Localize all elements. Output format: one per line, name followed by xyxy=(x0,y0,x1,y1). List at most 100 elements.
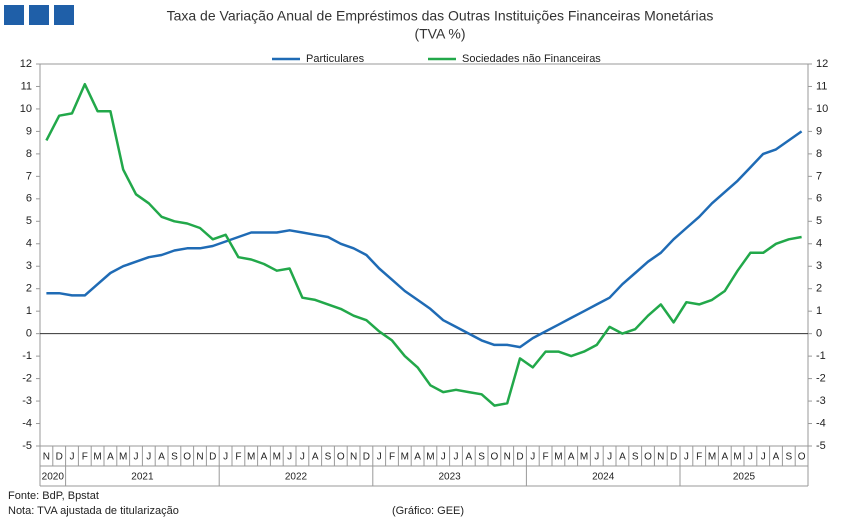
y-tick-label: 10 xyxy=(20,103,32,115)
x-tick-label: D xyxy=(56,452,63,463)
y2-tick-label: 3 xyxy=(816,260,822,272)
x-tick-label: M xyxy=(733,452,741,463)
x-tick-label: O xyxy=(491,452,499,463)
y2-tick-label: 4 xyxy=(816,238,822,250)
x-tick-label: N xyxy=(657,452,664,463)
x-tick-label: S xyxy=(632,452,639,463)
x-tick-label: S xyxy=(785,452,792,463)
x-tick-label: M xyxy=(119,452,127,463)
x-tick-label: J xyxy=(684,452,689,463)
y-tick-label: 5 xyxy=(26,215,32,227)
x-tick-label: J xyxy=(134,452,139,463)
legend-label: Sociedades não Financeiras xyxy=(462,53,601,65)
year-label: 2023 xyxy=(438,472,461,483)
y2-tick-label: -1 xyxy=(816,350,826,362)
y-tick-label: 0 xyxy=(26,328,32,340)
x-tick-label: S xyxy=(478,452,485,463)
y2-tick-label: -5 xyxy=(816,440,826,452)
x-tick-label: F xyxy=(543,452,549,463)
y-tick-label: 1 xyxy=(26,305,32,317)
y-tick-label: 2 xyxy=(26,283,32,295)
chart-title: Taxa de Variação Anual de Empréstimos da… xyxy=(167,8,714,24)
logo-square xyxy=(4,5,24,25)
y-tick-label: -4 xyxy=(22,417,32,429)
x-tick-label: F xyxy=(696,452,702,463)
y2-tick-label: -4 xyxy=(816,417,826,429)
x-tick-label: J xyxy=(377,452,382,463)
x-tick-label: A xyxy=(261,452,268,463)
x-tick-label: A xyxy=(158,452,165,463)
x-tick-label: A xyxy=(721,452,728,463)
y2-tick-label: 8 xyxy=(816,148,822,160)
x-tick-label: S xyxy=(171,452,178,463)
x-tick-label: N xyxy=(504,452,511,463)
y2-tick-label: 6 xyxy=(816,193,822,205)
x-tick-label: J xyxy=(287,452,292,463)
x-tick-label: M xyxy=(580,452,588,463)
credit: (Gráfico: GEE) xyxy=(392,505,464,517)
chart-subtitle: (TVA %) xyxy=(414,26,465,42)
note: Nota: TVA ajustada de titularização xyxy=(8,505,179,517)
x-tick-label: J xyxy=(223,452,228,463)
legend-label: Particulares xyxy=(306,53,365,65)
x-tick-label: J xyxy=(300,452,305,463)
y2-tick-label: 1 xyxy=(816,305,822,317)
y-tick-label: 12 xyxy=(20,58,32,70)
x-tick-label: J xyxy=(454,452,459,463)
x-tick-label: N xyxy=(196,452,203,463)
year-label: 2025 xyxy=(733,472,756,483)
x-tick-label: A xyxy=(773,452,780,463)
y2-tick-label: 2 xyxy=(816,283,822,295)
y2-tick-label: -3 xyxy=(816,395,826,407)
x-tick-label: J xyxy=(594,452,599,463)
x-tick-label: F xyxy=(82,452,88,463)
x-tick-label: M xyxy=(708,452,716,463)
x-tick-label: O xyxy=(183,452,191,463)
x-tick-label: D xyxy=(516,452,523,463)
x-tick-label: M xyxy=(426,452,434,463)
x-tick-label: O xyxy=(644,452,652,463)
year-label: 2022 xyxy=(285,472,308,483)
x-tick-label: F xyxy=(389,452,395,463)
x-tick-label: J xyxy=(530,452,535,463)
x-tick-label: A xyxy=(465,452,472,463)
x-tick-label: J xyxy=(146,452,151,463)
y2-tick-label: 0 xyxy=(816,328,822,340)
x-tick-label: D xyxy=(670,452,677,463)
y2-tick-label: -2 xyxy=(816,372,826,384)
y-tick-label: -1 xyxy=(22,350,32,362)
y-tick-label: 6 xyxy=(26,193,32,205)
x-tick-label: O xyxy=(337,452,345,463)
x-tick-label: M xyxy=(401,452,409,463)
y-tick-label: -3 xyxy=(22,395,32,407)
y2-tick-label: 10 xyxy=(816,103,828,115)
x-tick-label: A xyxy=(107,452,114,463)
x-tick-label: A xyxy=(619,452,626,463)
x-tick-label: D xyxy=(209,452,216,463)
y-tick-label: 11 xyxy=(21,80,32,92)
x-tick-label: N xyxy=(43,452,50,463)
y-tick-label: -2 xyxy=(22,372,32,384)
x-tick-label: A xyxy=(414,452,421,463)
y-tick-label: -5 xyxy=(22,440,32,452)
x-tick-label: S xyxy=(325,452,332,463)
x-tick-label: F xyxy=(235,452,241,463)
y2-tick-label: 11 xyxy=(816,80,827,92)
x-tick-label: J xyxy=(70,452,75,463)
x-tick-label: M xyxy=(247,452,255,463)
source: Fonte: BdP, Bpstat xyxy=(8,490,99,502)
x-tick-label: N xyxy=(350,452,357,463)
x-tick-label: A xyxy=(568,452,575,463)
series-line xyxy=(46,130,803,349)
y-tick-label: 7 xyxy=(26,170,32,182)
x-tick-label: J xyxy=(441,452,446,463)
y2-tick-label: 7 xyxy=(816,170,822,182)
x-tick-label: J xyxy=(607,452,612,463)
y-tick-label: 4 xyxy=(26,238,32,250)
year-label: 2021 xyxy=(131,472,154,483)
series-line xyxy=(45,82,802,407)
year-label: 2020 xyxy=(42,472,65,483)
x-tick-label: M xyxy=(554,452,562,463)
